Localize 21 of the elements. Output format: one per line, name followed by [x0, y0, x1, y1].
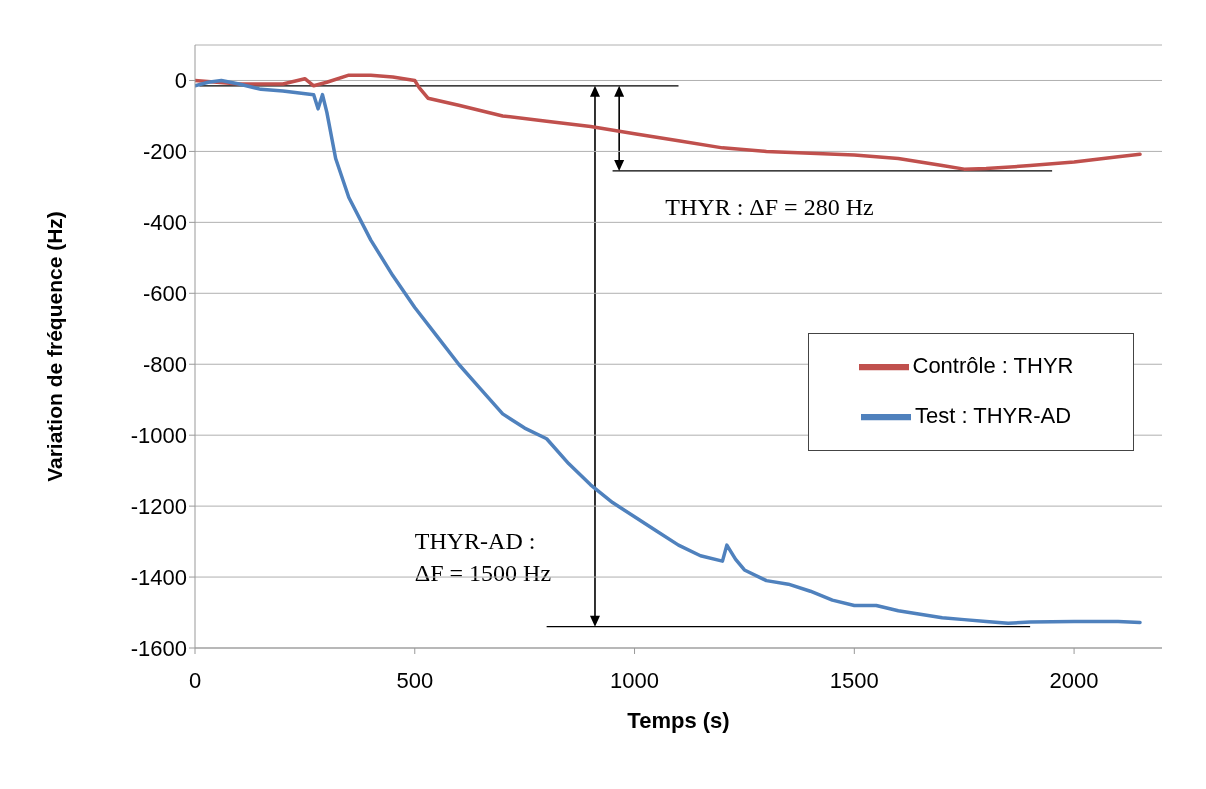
x-tick-label: 500: [396, 667, 434, 693]
x-tick-label: 2000: [1049, 667, 1099, 693]
y-axis-title: Variation de fréquence (Hz): [43, 211, 67, 482]
y-tick-label: -200: [142, 139, 187, 165]
legend-label: Test : THYR-AD: [914, 402, 1072, 428]
y-tick-label: -1400: [130, 564, 187, 590]
annotation: THYR : ΔF = 280 Hz: [665, 194, 874, 221]
legend-label: Contrôle : THYR: [912, 352, 1074, 378]
y-tick-label: -800: [142, 352, 187, 378]
y-tick-label: 0: [174, 68, 187, 94]
y-tick-label: -1000: [130, 422, 187, 448]
y-tick-label: -600: [142, 281, 187, 307]
y-tick-label: -1200: [130, 493, 187, 519]
y-tick-label: -400: [142, 210, 187, 236]
x-tick-label: 1500: [829, 667, 879, 693]
x-tick-label: 1000: [610, 667, 660, 693]
y-tick-label: -1600: [130, 635, 187, 661]
x-axis-title: Temps (s): [627, 708, 730, 733]
annotation: THYR-AD : ΔF = 1500 Hz: [414, 527, 552, 586]
line-series: [195, 73, 1142, 171]
line-series: [195, 78, 1142, 625]
